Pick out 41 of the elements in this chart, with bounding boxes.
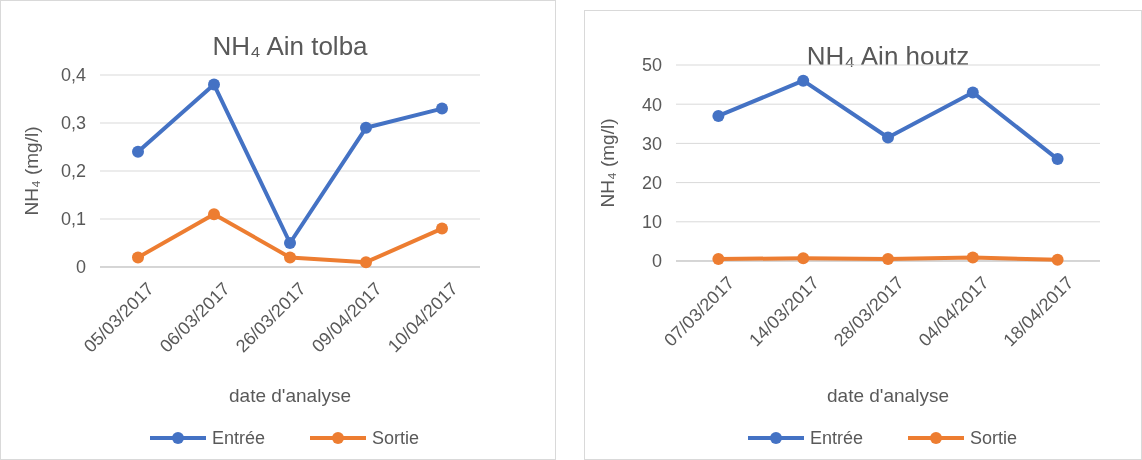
point: [208, 208, 220, 221]
y-tick-label: 20: [641, 172, 662, 193]
point: [712, 109, 725, 122]
point: [284, 237, 296, 249]
point: [360, 121, 372, 134]
point: [797, 74, 810, 87]
legend-label: Sortie: [970, 428, 1018, 449]
point: [1051, 253, 1064, 266]
y-tick-label: 0,1: [60, 209, 86, 230]
y-axis-title: NH₄ (mg/l): [21, 126, 42, 216]
y-tick-label: 0: [651, 251, 662, 272]
x-axis-title: date d'analyse: [827, 385, 949, 406]
legend-label: Entrée: [212, 428, 266, 449]
point: [797, 252, 810, 265]
y-tick-label: 50: [641, 55, 662, 76]
point: [712, 253, 725, 266]
point: [1051, 153, 1064, 166]
point: [208, 78, 220, 91]
y-axis-title: NH₄ (mg/l): [597, 118, 618, 208]
x-axis-title: date d'analyse: [229, 385, 351, 406]
point: [436, 102, 448, 115]
point: [882, 131, 894, 144]
y-tick-label: 30: [641, 133, 662, 154]
y-tick-label: 0: [75, 257, 86, 278]
y-tick-label: 0,4: [60, 65, 86, 86]
point: [132, 251, 144, 264]
point: [436, 222, 448, 235]
legend-label: Entrée: [810, 428, 864, 449]
point: [966, 86, 979, 99]
point: [966, 251, 979, 264]
legend-label: Sortie: [372, 428, 420, 449]
chart-title: NH₄ Ain houtz: [806, 41, 970, 71]
chart-title: NH₄ Ain tolba: [212, 31, 369, 61]
y-tick-label: 0,2: [60, 161, 86, 182]
y-tick-label: 10: [641, 212, 662, 233]
point: [132, 145, 144, 158]
point: [882, 253, 894, 266]
y-tick-label: 40: [641, 94, 662, 115]
y-tick-label: 0,3: [60, 113, 86, 134]
point: [360, 256, 372, 269]
point: [284, 251, 296, 264]
